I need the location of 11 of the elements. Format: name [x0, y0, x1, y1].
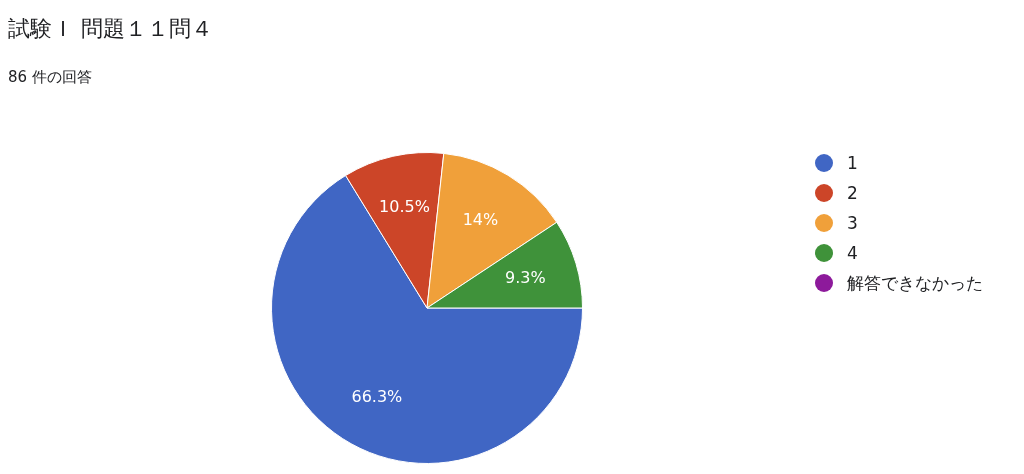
text: 86 件の回答: [8, 68, 92, 87]
legend-label: 1: [847, 153, 858, 173]
legend-label: 4: [847, 243, 858, 263]
legend-label: 3: [847, 213, 858, 233]
legend-label: 2: [847, 183, 858, 203]
data-label: 9.3%: [504, 267, 546, 287]
data-label: 66.3%: [351, 386, 403, 406]
data-label: 14%: [462, 209, 499, 229]
legend-label: 解答できなかった: [847, 271, 983, 295]
chart-title: 試験Ｉ 問題１１問４: [8, 15, 213, 43]
data-label: 10.5%: [379, 197, 430, 217]
